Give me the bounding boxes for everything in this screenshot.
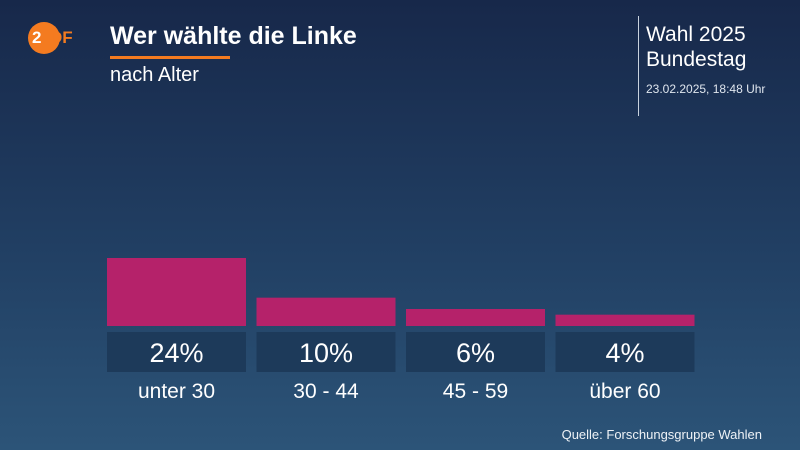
title-underline — [110, 56, 230, 59]
event-subtitle: Bundestag — [646, 48, 747, 71]
zdf-logo-circle: 2 — [28, 22, 60, 54]
zdf-logo: 2 DF — [28, 22, 88, 56]
timestamp: 23.02.2025, 18:48 Uhr — [646, 82, 766, 96]
zdf-logo-letters: DF — [50, 28, 73, 47]
value-label-box-0 — [107, 332, 246, 372]
event-title: Wahl 2025 — [646, 23, 746, 46]
category-label-1: 30 - 44 — [293, 380, 359, 403]
category-label-3: über 60 — [589, 380, 660, 403]
chart-title: Wer wählte die Linke — [110, 22, 357, 50]
category-label-2: 45 - 59 — [443, 380, 508, 403]
value-label-3: 4% — [605, 338, 644, 368]
value-label-2: 6% — [456, 338, 495, 368]
value-label-box-3 — [555, 332, 695, 372]
bar-3 — [555, 314, 695, 326]
source-note: Quelle: Forschungsgruppe Wahlen — [561, 427, 762, 442]
value-label-box-2 — [406, 332, 545, 372]
value-label-1: 10% — [299, 338, 353, 368]
bar-2 — [406, 309, 545, 326]
chart-subtitle: nach Alter — [110, 64, 199, 86]
bar-0 — [107, 258, 246, 326]
header-divider — [638, 16, 639, 116]
value-label-0: 24% — [149, 338, 203, 368]
bar-1 — [256, 297, 396, 326]
category-label-0: unter 30 — [138, 380, 215, 403]
value-label-box-1 — [256, 332, 396, 372]
